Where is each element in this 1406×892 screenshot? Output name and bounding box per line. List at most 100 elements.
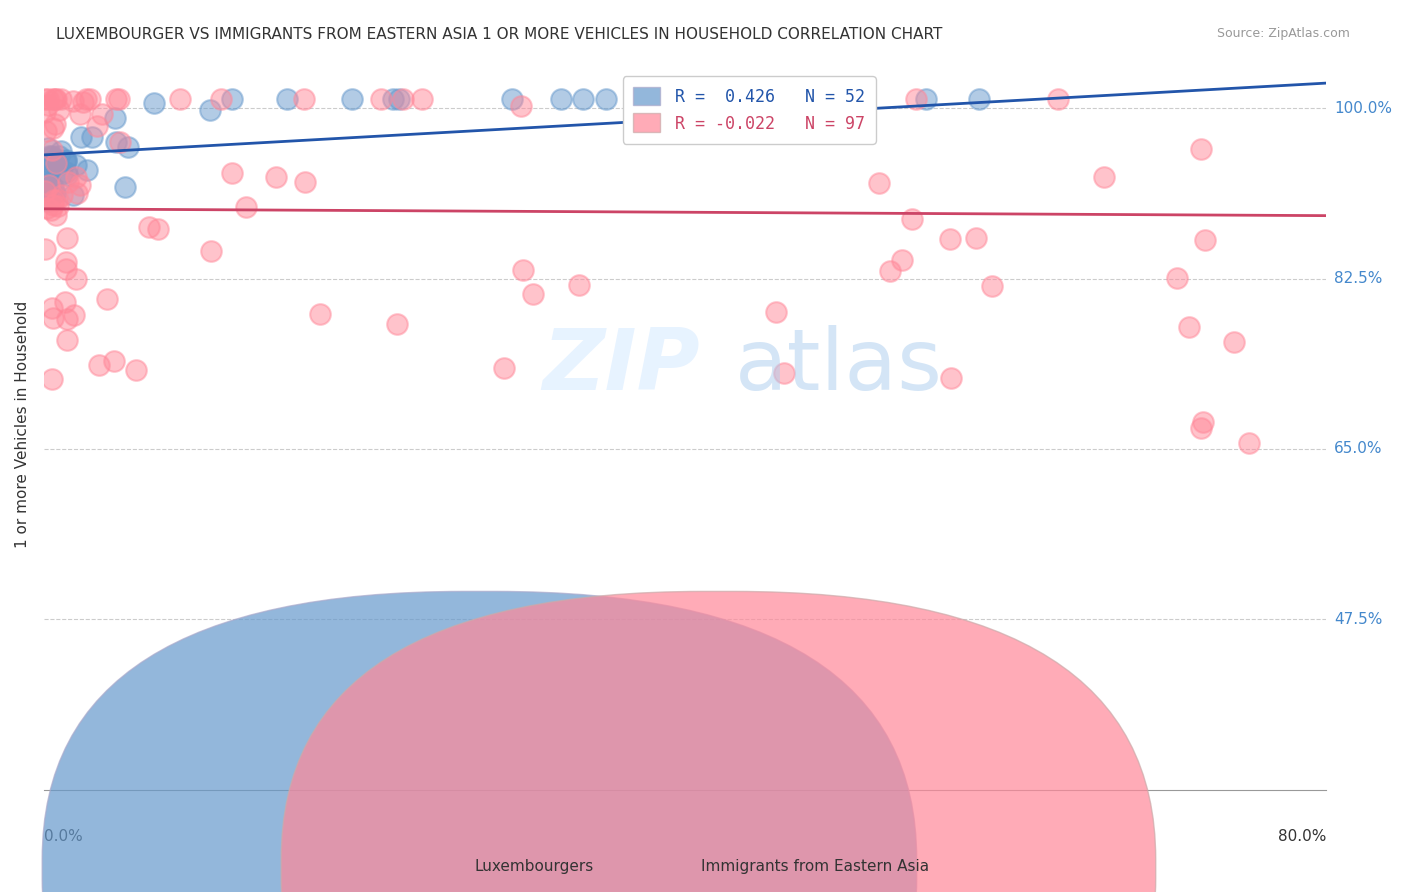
Point — [742, 91, 765, 105]
Point — [41, 149, 63, 163]
Point — [501, 91, 523, 105]
Point — [221, 166, 243, 180]
Point — [44, 152, 66, 166]
Point — [835, 119, 858, 133]
Point — [209, 91, 232, 105]
Point — [62, 94, 84, 108]
Point — [939, 371, 962, 385]
Point — [1194, 233, 1216, 247]
Point — [63, 308, 86, 322]
Point — [66, 186, 89, 200]
Point — [796, 91, 818, 105]
Text: 80.0%: 80.0% — [1278, 829, 1326, 844]
Point — [550, 91, 572, 105]
Point — [143, 95, 166, 110]
Point — [72, 95, 94, 109]
Point — [169, 91, 191, 105]
Point — [37, 91, 59, 105]
Point — [55, 168, 77, 182]
Point — [901, 212, 924, 227]
Point — [1237, 436, 1260, 450]
Point — [1166, 271, 1188, 285]
Text: 65.0%: 65.0% — [1334, 442, 1382, 457]
Point — [1223, 335, 1246, 350]
Legend: R =  0.426   N = 52, R = -0.022   N = 97: R = 0.426 N = 52, R = -0.022 N = 97 — [623, 76, 876, 144]
Point — [96, 292, 118, 306]
Point — [292, 91, 315, 105]
Point — [34, 91, 56, 105]
Point — [385, 318, 408, 332]
Point — [39, 202, 62, 217]
Point — [45, 156, 67, 170]
Point — [34, 180, 56, 194]
Point — [45, 208, 67, 222]
Point — [38, 169, 60, 183]
Point — [391, 91, 413, 105]
Point — [44, 91, 66, 105]
Point — [34, 177, 56, 191]
Text: Source: ZipAtlas.com: Source: ZipAtlas.com — [1216, 27, 1350, 40]
Point — [86, 119, 108, 133]
Point — [87, 359, 110, 373]
Point — [825, 91, 848, 105]
Point — [34, 105, 56, 120]
Point — [568, 277, 591, 292]
Point — [1092, 170, 1115, 185]
Point — [79, 91, 101, 105]
Point — [48, 103, 70, 117]
Point — [51, 167, 73, 181]
Point — [69, 107, 91, 121]
Point — [938, 232, 960, 246]
Text: 0.0%: 0.0% — [44, 829, 83, 844]
Point — [48, 199, 70, 213]
Point — [510, 99, 533, 113]
Point — [697, 91, 720, 105]
Point — [51, 187, 73, 202]
Point — [65, 272, 87, 286]
Point — [965, 230, 987, 244]
Point — [773, 366, 796, 380]
Point — [41, 180, 63, 194]
Point — [34, 163, 56, 178]
Point — [51, 91, 73, 105]
Text: ZIP: ZIP — [543, 325, 700, 408]
Point — [388, 91, 411, 105]
Point — [340, 91, 363, 105]
Point — [82, 130, 104, 145]
Point — [55, 254, 77, 268]
Point — [1189, 142, 1212, 156]
Point — [55, 153, 77, 168]
Point — [1047, 91, 1070, 105]
Point — [34, 242, 56, 256]
Point — [42, 198, 65, 212]
Y-axis label: 1 or more Vehicles in Household: 1 or more Vehicles in Household — [15, 301, 30, 549]
Point — [1177, 320, 1199, 334]
Point — [104, 111, 127, 125]
Point — [411, 91, 433, 105]
Text: Luxembourgers: Luxembourgers — [475, 859, 593, 874]
Text: 47.5%: 47.5% — [1334, 612, 1382, 627]
Point — [37, 194, 59, 208]
Point — [981, 278, 1004, 293]
Point — [108, 91, 131, 105]
Point — [37, 180, 59, 194]
Text: LUXEMBOURGER VS IMMIGRANTS FROM EASTERN ASIA 1 OR MORE VEHICLES IN HOUSEHOLD COR: LUXEMBOURGER VS IMMIGRANTS FROM EASTERN … — [56, 27, 942, 42]
Point — [65, 158, 87, 172]
Point — [716, 91, 738, 105]
Point — [44, 194, 66, 208]
Point — [522, 287, 544, 301]
Point — [200, 244, 222, 258]
Point — [62, 187, 84, 202]
Point — [105, 135, 128, 149]
Point — [69, 178, 91, 193]
Point — [38, 178, 60, 192]
Point — [905, 91, 928, 105]
Text: 82.5%: 82.5% — [1334, 271, 1382, 286]
Point — [46, 194, 69, 208]
Point — [114, 180, 136, 194]
Point — [38, 151, 60, 165]
Point — [34, 184, 56, 198]
Point — [37, 171, 59, 186]
Point — [41, 372, 63, 386]
Point — [90, 107, 112, 121]
